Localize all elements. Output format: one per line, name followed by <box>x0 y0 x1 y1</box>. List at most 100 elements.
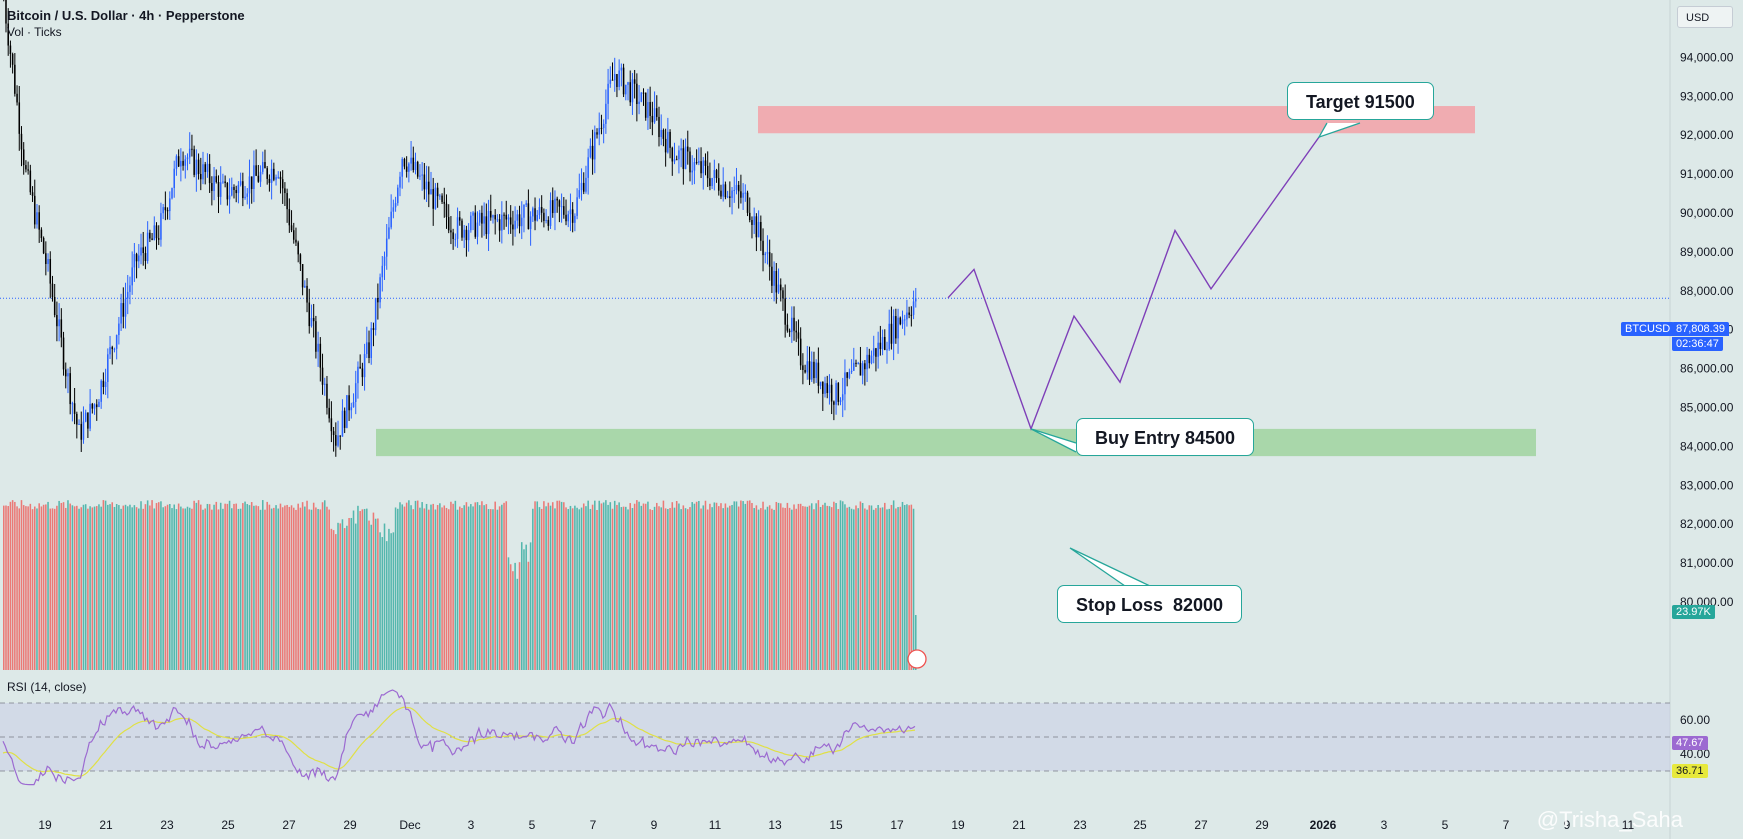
candle-body <box>363 354 366 378</box>
candle-body <box>476 222 479 237</box>
volume-bar <box>339 523 342 670</box>
candle-body <box>64 369 67 377</box>
volume-bar <box>434 509 437 670</box>
candle-body <box>465 229 468 241</box>
currency-selector[interactable]: USD <box>1677 6 1733 28</box>
candle-body <box>197 159 200 174</box>
volume-bar <box>494 501 496 670</box>
volume-bar <box>764 509 767 670</box>
volume-bar <box>45 504 47 670</box>
volume-bar <box>73 506 76 670</box>
candle-body <box>620 67 623 71</box>
volume-bar <box>779 503 782 670</box>
volume-bar <box>636 500 638 670</box>
volume-bar <box>317 509 319 670</box>
volume-bar <box>569 505 572 670</box>
candle-body <box>571 209 574 223</box>
volume-bar <box>361 509 364 670</box>
volume-bar <box>49 508 52 670</box>
candle-body <box>771 266 773 286</box>
candle-body <box>660 129 662 138</box>
candle-body <box>567 214 570 222</box>
candle-body <box>359 366 361 369</box>
candle-body <box>228 195 231 200</box>
candle-body <box>505 214 508 220</box>
volume-bar <box>133 505 136 670</box>
candle-body <box>549 200 552 226</box>
candle-body <box>323 383 326 385</box>
volume-bar <box>560 501 563 670</box>
volume-bar <box>166 504 169 670</box>
volume-bar <box>215 501 218 670</box>
candle-body <box>160 213 162 240</box>
volume-bar <box>295 509 297 670</box>
volume-bar <box>773 509 775 670</box>
volume-bar <box>177 503 180 670</box>
candle-body <box>332 431 335 436</box>
volume-bar <box>352 510 355 670</box>
candle-body <box>177 156 180 167</box>
candle-body <box>527 203 530 230</box>
volume-bar <box>235 503 237 670</box>
candle-body <box>547 219 550 226</box>
candle-body <box>308 302 311 327</box>
y-tick-label: 90,000.00 <box>1680 206 1734 220</box>
volume-bar <box>771 508 773 670</box>
candle-body <box>248 176 251 194</box>
candle-body <box>877 342 879 357</box>
candle-body <box>436 187 439 197</box>
candle-body <box>695 162 698 164</box>
candle-body <box>47 258 49 265</box>
x-tick-label: 3 <box>1381 818 1388 832</box>
volume-bar <box>392 532 395 670</box>
volume-bar <box>897 507 899 670</box>
candle-body <box>250 176 253 189</box>
candle-body <box>421 174 423 176</box>
volume-bar <box>476 502 479 670</box>
candle-body <box>560 206 563 208</box>
candle-body <box>273 168 275 180</box>
volume-bar <box>463 505 465 670</box>
candle-body <box>594 132 596 160</box>
candle-body <box>616 74 618 87</box>
candle-body <box>618 70 620 87</box>
candle-body <box>817 362 820 386</box>
candle-body <box>744 192 747 194</box>
volume-bar <box>662 500 665 670</box>
volume-bar <box>806 506 809 670</box>
rsi-tick-label: 60.00 <box>1680 713 1710 727</box>
candle-body <box>536 214 539 221</box>
volume-bar <box>91 507 94 670</box>
volume-bar <box>5 505 7 670</box>
volume-bar <box>551 502 554 670</box>
candle-body <box>625 84 627 95</box>
candle-body <box>884 336 886 350</box>
candle-body <box>859 362 862 376</box>
candle-body <box>509 217 512 225</box>
volume-bar <box>501 504 503 670</box>
candle-body <box>494 215 496 220</box>
volume-bar <box>886 509 888 670</box>
volume-bar <box>554 508 556 670</box>
candle-body <box>835 383 837 405</box>
candle-body <box>408 163 410 172</box>
candle-body <box>558 200 561 207</box>
candle-body <box>485 216 488 235</box>
candle-body <box>609 79 612 84</box>
volume-bar <box>822 504 824 670</box>
x-tick-label: 23 <box>1073 818 1087 832</box>
candle-body <box>255 165 257 176</box>
candle-body <box>689 151 691 173</box>
candle-body <box>233 187 235 191</box>
volume-bar <box>175 509 178 670</box>
volume-bar <box>350 517 353 670</box>
volume-bar <box>115 504 118 670</box>
volume-bar <box>609 502 612 670</box>
volume-bar <box>565 507 567 670</box>
candle-body <box>27 169 29 171</box>
candle-body <box>377 297 379 303</box>
volume-bar <box>839 500 842 670</box>
volume-bar <box>193 500 195 670</box>
candle-body <box>67 373 69 377</box>
